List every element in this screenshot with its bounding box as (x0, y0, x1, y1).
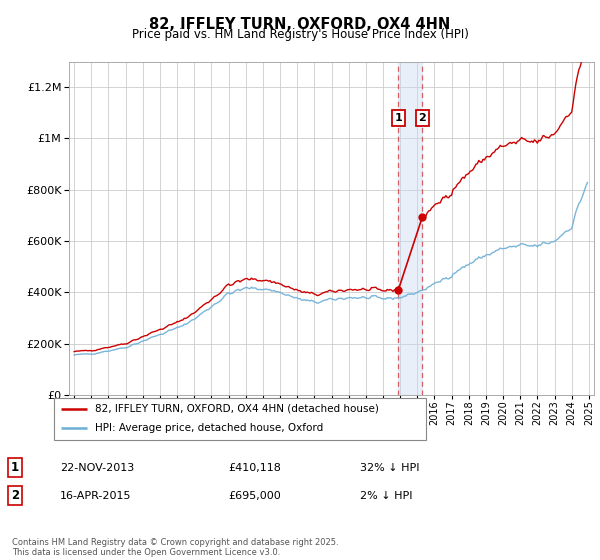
Text: Contains HM Land Registry data © Crown copyright and database right 2025.
This d: Contains HM Land Registry data © Crown c… (12, 538, 338, 557)
FancyBboxPatch shape (54, 398, 426, 440)
Text: 82, IFFLEY TURN, OXFORD, OX4 4HN (detached house): 82, IFFLEY TURN, OXFORD, OX4 4HN (detach… (95, 404, 379, 414)
Text: 32% ↓ HPI: 32% ↓ HPI (360, 463, 419, 473)
Text: 2: 2 (11, 489, 19, 502)
Text: 2: 2 (419, 113, 427, 123)
Text: 1: 1 (395, 113, 402, 123)
Bar (398, 62, 422, 395)
Text: HPI: Average price, detached house, Oxford: HPI: Average price, detached house, Oxfo… (95, 423, 323, 433)
Text: 1: 1 (11, 461, 19, 474)
Text: £695,000: £695,000 (228, 491, 281, 501)
Text: £410,118: £410,118 (228, 463, 281, 473)
Text: 16-APR-2015: 16-APR-2015 (60, 491, 131, 501)
Text: 22-NOV-2013: 22-NOV-2013 (60, 463, 134, 473)
Text: 82, IFFLEY TURN, OXFORD, OX4 4HN: 82, IFFLEY TURN, OXFORD, OX4 4HN (149, 17, 451, 32)
Text: 2% ↓ HPI: 2% ↓ HPI (360, 491, 413, 501)
Text: Price paid vs. HM Land Registry's House Price Index (HPI): Price paid vs. HM Land Registry's House … (131, 28, 469, 41)
